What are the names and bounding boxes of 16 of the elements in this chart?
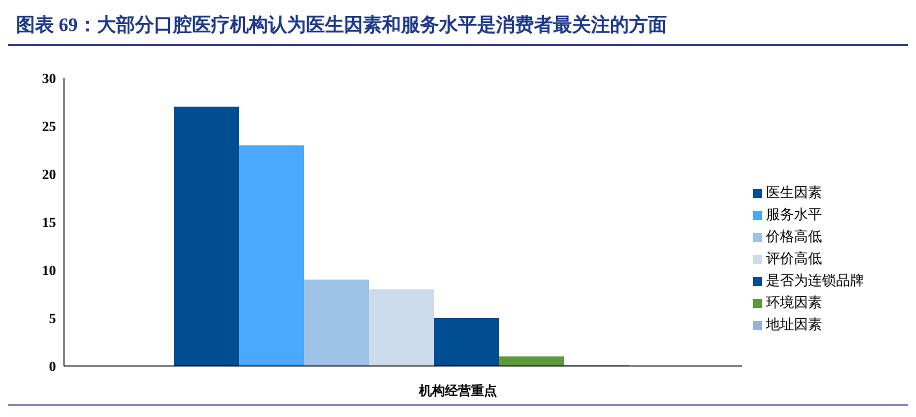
legend-label: 地址因素 bbox=[766, 318, 822, 333]
legend-label: 是否为连锁品牌 bbox=[766, 274, 864, 289]
y-tick-label: 5 bbox=[49, 312, 56, 327]
y-tick-label: 30 bbox=[42, 72, 56, 87]
legend-label: 服务水平 bbox=[766, 208, 822, 223]
y-tick-label: 0 bbox=[49, 360, 56, 375]
legend-label: 价格高低 bbox=[766, 230, 822, 245]
y-tick-label: 25 bbox=[42, 120, 56, 135]
y-tick-label: 15 bbox=[42, 216, 56, 231]
legend-label: 医生因素 bbox=[766, 186, 822, 201]
chart-title: 图表 69：大部分口腔医疗机构认为医生因素和服务水平是消费者最关注的方面 bbox=[8, 8, 908, 46]
x-axis-title: 机构经营重点 bbox=[8, 382, 908, 406]
y-tick-label: 10 bbox=[42, 264, 56, 279]
y-tick-label: 20 bbox=[42, 168, 56, 183]
legend-label: 环境因素 bbox=[766, 296, 822, 311]
legend-label: 评价高低 bbox=[766, 252, 822, 267]
